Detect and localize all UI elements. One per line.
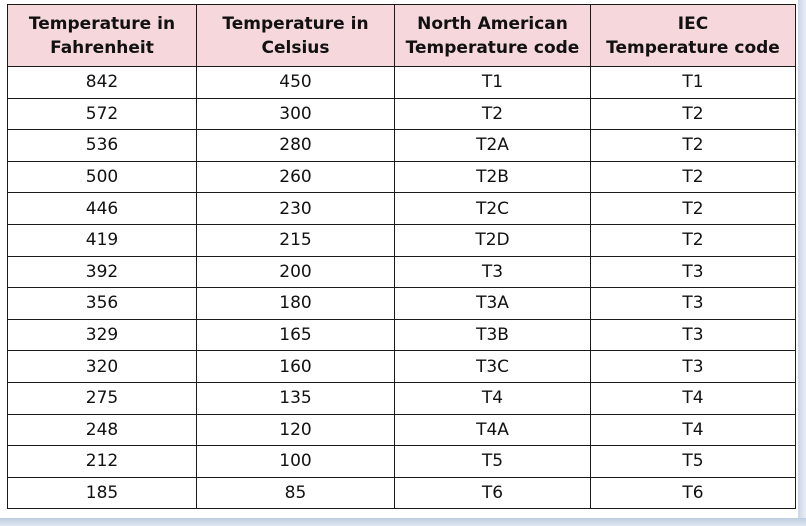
table-row: 536 280 T2A T2 — [7, 129, 796, 162]
window-edge-bottom — [0, 518, 806, 526]
celsius-cell: 135 — [196, 381, 395, 415]
iec-code-cell: T3 — [590, 318, 796, 352]
celsius-cell: 160 — [196, 350, 395, 383]
north-american-code-cell: T4A — [394, 413, 591, 447]
north-american-code-cell: T3A — [394, 287, 591, 320]
iec-code-cell: T5 — [590, 445, 796, 478]
table-row: 329 165 T3B T3 — [7, 318, 796, 352]
table-row: 572 300 T2 T2 — [7, 97, 796, 131]
north-american-code-cell: T3C — [394, 350, 591, 383]
north-american-code-cell: T5 — [394, 445, 591, 478]
north-american-code-cell: T1 — [394, 66, 591, 99]
celsius-cell: 260 — [196, 160, 395, 194]
table-row: 185 85 T6 T6 — [7, 476, 796, 510]
fahrenheit-cell: 392 — [7, 255, 197, 289]
fahrenheit-cell: 356 — [7, 287, 197, 320]
header-row: Temperature in Fahrenheit Temperature in… — [7, 4, 796, 67]
north-american-code-cell: T2A — [394, 129, 591, 162]
temperature-code-table: Temperature in Fahrenheit Temperature in… — [7, 4, 796, 510]
header-iec-line-1: IEC — [677, 13, 709, 34]
fahrenheit-cell: 329 — [7, 318, 197, 352]
fahrenheit-cell: 500 — [7, 160, 197, 194]
iec-code-cell: T2 — [590, 223, 796, 257]
table-body: 842 450 T1 T1 572 300 T2 T2 536 280 T2A T2 500 260 T2B… — [7, 66, 796, 510]
celsius-cell: 180 — [196, 287, 395, 320]
fahrenheit-cell: 320 — [7, 350, 197, 383]
header-celsius: Temperature in Celsius — [196, 4, 395, 67]
celsius-cell: 200 — [196, 255, 395, 289]
iec-code-cell: T3 — [590, 287, 796, 320]
header-fahrenheit-line-1: Temperature in — [28, 13, 176, 34]
celsius-cell: 450 — [196, 66, 395, 99]
north-american-code-cell: T2 — [394, 97, 591, 131]
header-fahrenheit-line-2: Fahrenheit — [50, 37, 154, 58]
north-american-code-cell: T2C — [394, 192, 591, 225]
header-north-american-code: North American Temperature code — [394, 4, 591, 67]
fahrenheit-cell: 419 — [7, 223, 197, 257]
table-row: 419 215 T2D T2 — [7, 223, 796, 257]
iec-code-cell: T2 — [590, 129, 796, 162]
celsius-cell: 230 — [196, 192, 395, 225]
table-row: 212 100 T5 T5 — [7, 445, 796, 478]
celsius-cell: 85 — [196, 476, 395, 510]
north-american-code-cell: T4 — [394, 381, 591, 415]
celsius-cell: 120 — [196, 413, 395, 447]
north-american-code-cell: T3B — [394, 318, 591, 352]
fahrenheit-cell: 572 — [7, 97, 197, 131]
iec-code-cell: T1 — [590, 66, 796, 99]
iec-code-cell: T4 — [590, 381, 796, 415]
north-american-code-cell: T3 — [394, 255, 591, 289]
iec-code-cell: T2 — [590, 192, 796, 225]
north-american-code-cell: T2B — [394, 160, 591, 194]
celsius-cell: 300 — [196, 97, 395, 131]
table-row: 275 135 T4 T4 — [7, 381, 796, 415]
table-header: Temperature in Fahrenheit Temperature in… — [7, 4, 796, 67]
fahrenheit-cell: 275 — [7, 381, 197, 415]
celsius-cell: 280 — [196, 129, 395, 162]
celsius-cell: 165 — [196, 318, 395, 352]
header-celsius-line-2: Celsius — [261, 37, 330, 58]
header-north-american-line-2: Temperature code — [405, 37, 580, 58]
window-edge-right — [798, 0, 806, 526]
header-north-american-line-1: North American — [417, 13, 568, 34]
celsius-cell: 100 — [196, 445, 395, 478]
header-fahrenheit: Temperature in Fahrenheit — [7, 4, 197, 67]
fahrenheit-cell: 536 — [7, 129, 197, 162]
north-american-code-cell: T6 — [394, 476, 591, 510]
iec-code-cell: T2 — [590, 160, 796, 194]
iec-code-cell: T2 — [590, 97, 796, 131]
celsius-cell: 215 — [196, 223, 395, 257]
table-row: 320 160 T3C T3 — [7, 350, 796, 383]
header-iec-code: IEC Temperature code — [590, 4, 796, 67]
table-row: 392 200 T3 T3 — [7, 255, 796, 289]
iec-code-cell: T3 — [590, 255, 796, 289]
table-row: 248 120 T4A T4 — [7, 413, 796, 447]
header-celsius-line-1: Temperature in — [222, 13, 369, 34]
fahrenheit-cell: 446 — [7, 192, 197, 225]
table-row: 446 230 T2C T2 — [7, 192, 796, 225]
table-row: 842 450 T1 T1 — [7, 66, 796, 99]
fahrenheit-cell: 842 — [7, 66, 197, 99]
iec-code-cell: T4 — [590, 413, 796, 447]
table-row: 356 180 T3A T3 — [7, 287, 796, 320]
fahrenheit-cell: 185 — [7, 476, 197, 510]
iec-code-cell: T3 — [590, 350, 796, 383]
north-american-code-cell: T2D — [394, 223, 591, 257]
fahrenheit-cell: 212 — [7, 445, 197, 478]
fahrenheit-cell: 248 — [7, 413, 197, 447]
table-row: 500 260 T2B T2 — [7, 160, 796, 194]
iec-code-cell: T6 — [590, 476, 796, 510]
header-iec-line-2: Temperature code — [606, 37, 780, 58]
